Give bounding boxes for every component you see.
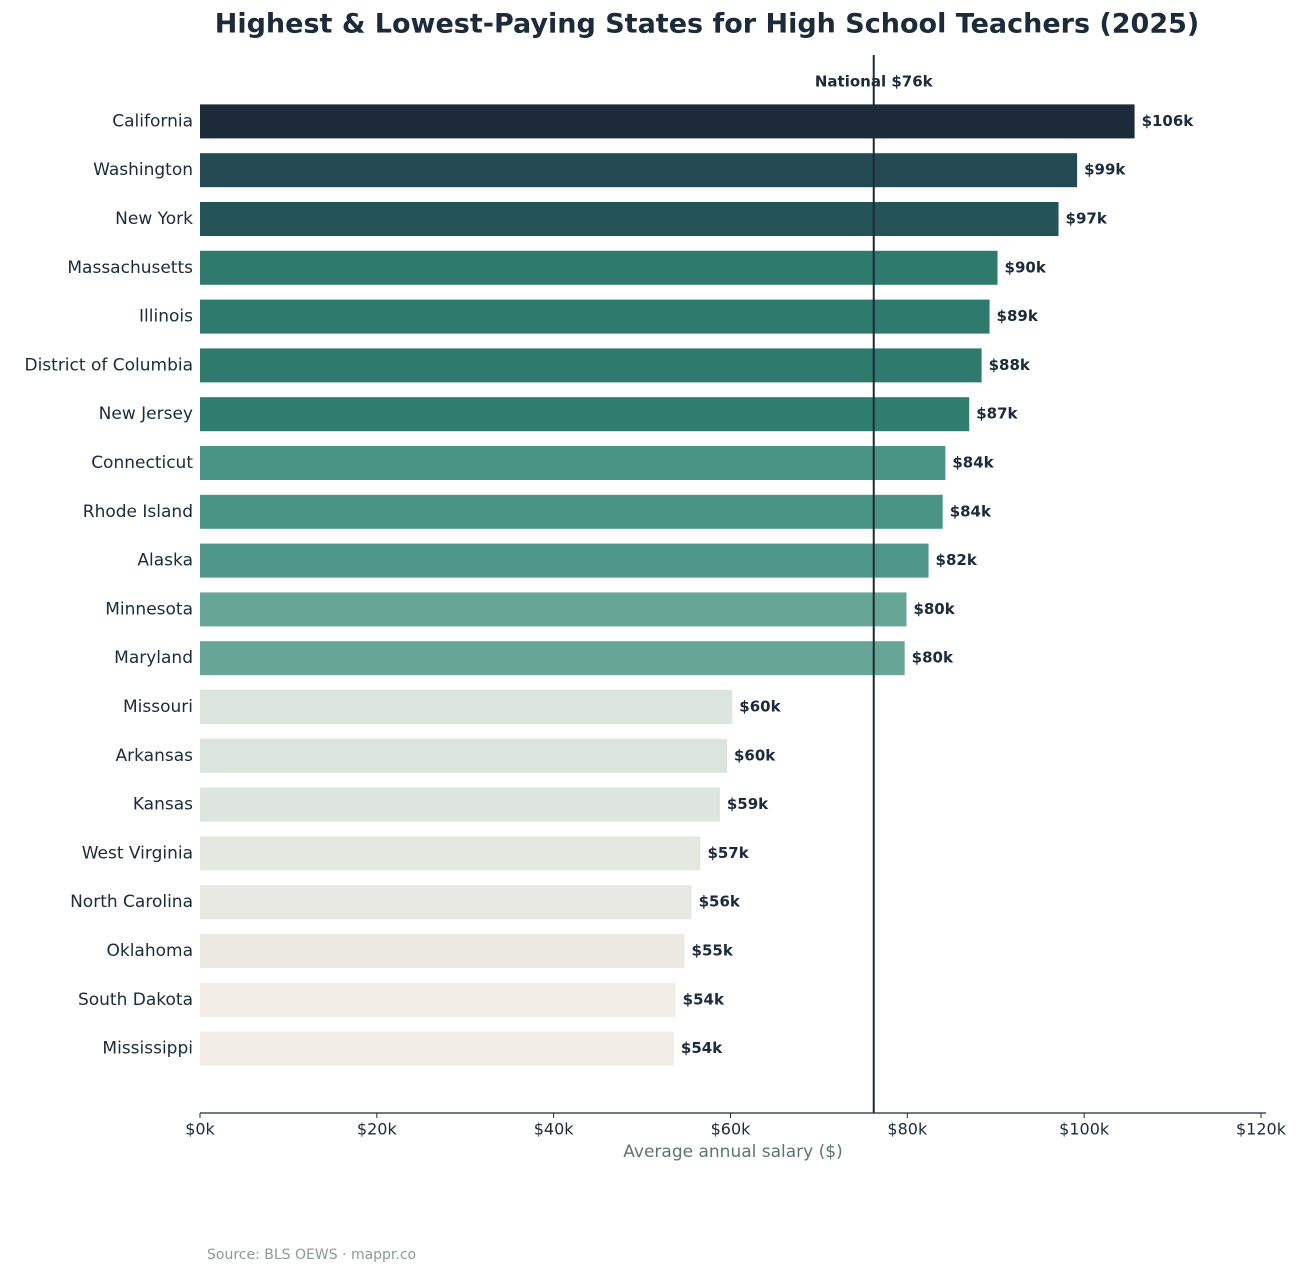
- x-tick-label: $60k: [711, 1120, 752, 1139]
- category-label: Massachusetts: [67, 258, 193, 278]
- value-label: $59k: [727, 795, 769, 813]
- value-label: $60k: [739, 698, 781, 716]
- reference-label: National $76k: [815, 73, 934, 91]
- bar: [200, 690, 733, 724]
- bar: [200, 153, 1078, 188]
- x-tick-label: $40k: [534, 1120, 575, 1139]
- category-label: Minnesota: [105, 599, 193, 619]
- category-label: Illinois: [139, 307, 193, 327]
- bar: [200, 397, 970, 432]
- bar: [200, 934, 685, 968]
- category-label: North Carolina: [70, 892, 193, 912]
- x-tick-label: $0k: [185, 1120, 215, 1139]
- category-label: Alaska: [137, 551, 193, 571]
- category-label: Rhode Island: [83, 502, 193, 522]
- value-label: $55k: [692, 942, 734, 960]
- category-label: Maryland: [114, 648, 193, 668]
- category-label: Kansas: [133, 795, 193, 815]
- value-label: $89k: [997, 307, 1039, 325]
- value-label: $80k: [912, 649, 954, 667]
- bar: [200, 446, 946, 480]
- value-label: $54k: [683, 990, 725, 1008]
- bar: [200, 299, 990, 334]
- bar: [200, 348, 982, 383]
- x-tick-label: $100k: [1059, 1120, 1110, 1139]
- bar: [200, 494, 943, 529]
- category-label: District of Columbia: [24, 355, 193, 375]
- bar: [200, 543, 929, 578]
- category-label: Arkansas: [116, 746, 194, 766]
- chart-title: Highest & Lowest-Paying States for High …: [215, 9, 1200, 40]
- bar: [200, 641, 905, 676]
- bar: [200, 738, 727, 773]
- bar: [200, 592, 907, 627]
- category-label: Missouri: [123, 697, 193, 717]
- category-label: New Jersey: [99, 404, 193, 424]
- x-tick-label: $80k: [887, 1120, 928, 1139]
- value-label: $56k: [699, 893, 741, 911]
- category-label: Oklahoma: [106, 941, 193, 961]
- value-label: $88k: [989, 356, 1031, 374]
- value-label: $80k: [913, 600, 955, 618]
- value-label: $57k: [707, 844, 749, 862]
- bar: [200, 982, 676, 1017]
- bar: [200, 104, 1135, 139]
- bar: [200, 885, 692, 920]
- bar: [200, 787, 720, 822]
- value-label: $54k: [681, 1039, 723, 1057]
- category-label: Washington: [93, 160, 193, 180]
- value-label: $106k: [1142, 112, 1195, 130]
- x-tick-label: $120k: [1236, 1120, 1287, 1139]
- category-label: Connecticut: [91, 453, 193, 473]
- value-label: $60k: [734, 746, 776, 764]
- value-label: $82k: [936, 551, 978, 569]
- bar: [200, 250, 998, 285]
- value-label: $90k: [1005, 258, 1047, 276]
- x-tick-label: $20k: [357, 1120, 398, 1139]
- value-label: $97k: [1066, 210, 1108, 228]
- value-label: $99k: [1084, 161, 1126, 179]
- x-axis-label: Average annual salary ($): [623, 1142, 842, 1162]
- category-label: Mississippi: [102, 1039, 193, 1059]
- category-label: New York: [115, 209, 193, 229]
- bar: [200, 202, 1059, 236]
- value-label: $84k: [950, 502, 992, 520]
- category-label: West Virginia: [82, 843, 193, 863]
- bar: [200, 1031, 674, 1066]
- source-note: Source: BLS OEWS · mappr.co: [207, 1247, 416, 1263]
- category-label: South Dakota: [78, 990, 193, 1010]
- value-label: $84k: [952, 454, 994, 472]
- value-label: $87k: [976, 405, 1018, 423]
- category-label: California: [112, 111, 193, 131]
- bar: [200, 836, 701, 871]
